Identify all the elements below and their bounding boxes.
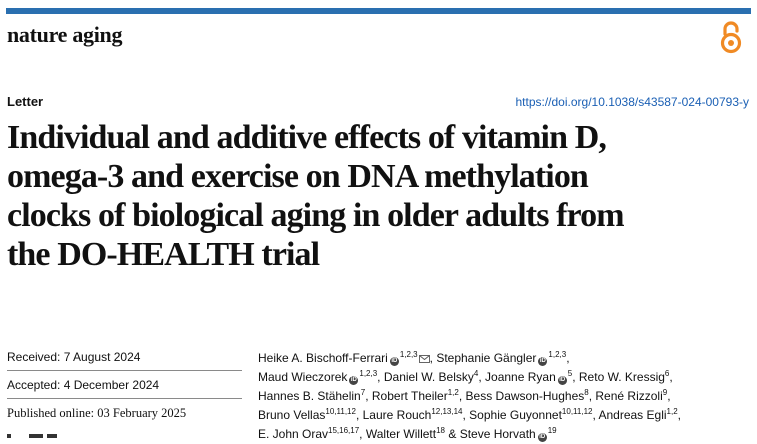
author: Andreas Egli1,2,: [598, 407, 681, 423]
author: Steve Horvath iD19: [459, 426, 557, 442]
affiliation-numbers[interactable]: 1,2,3: [399, 350, 418, 359]
author-separator: ,: [592, 408, 596, 422]
title-line: omega-3 and exercise on DNA methylation: [7, 158, 589, 195]
author: Sophie Guyonnet10,11,12,: [469, 407, 596, 423]
author: Laure Rouch12,13,14,: [362, 407, 466, 423]
author: Daniel W. Belsky4,: [383, 369, 482, 385]
article-type: Letter: [7, 94, 44, 109]
doi-link[interactable]: https://doi.org/10.1038/s43587-024-00793…: [515, 95, 749, 109]
affiliation-numbers[interactable]: 8: [584, 388, 589, 397]
author-name[interactable]: Bess Dawson-Hughes: [465, 389, 585, 403]
author-name[interactable]: E. John Orav: [258, 427, 329, 441]
email-icon[interactable]: [418, 355, 430, 363]
journal-name[interactable]: nature aging: [7, 22, 123, 47]
author-row: E. John Orav15,16,17, Walter Willett18 &…: [258, 425, 753, 444]
affiliation-numbers[interactable]: 7: [360, 388, 366, 397]
author: Heike A. Bischoff-Ferrari iD1,2,3,: [258, 350, 433, 366]
author: Robert Theiler1,2,: [371, 388, 463, 404]
author: E. John Orav15,16,17,: [258, 426, 363, 442]
author-row: Hannes B. Stähelin7, Robert Theiler1,2, …: [258, 387, 753, 406]
author-name[interactable]: Daniel W. Belsky: [383, 370, 474, 384]
author: Stephanie Gängler iD1,2,3,: [436, 350, 570, 366]
affiliation-numbers[interactable]: 5: [567, 369, 573, 378]
author-separator: ,: [355, 408, 360, 422]
affiliation-numbers[interactable]: 12,13,14: [431, 407, 463, 416]
affiliation-numbers[interactable]: 15,16,17: [328, 426, 360, 435]
title-line: clocks of biological aging in older adul…: [7, 197, 625, 234]
author: Walter Willett18 &: [365, 426, 457, 442]
title-line: the DO-HEALTH trial: [7, 236, 320, 273]
author-separator: ,: [462, 408, 466, 422]
affiliation-numbers[interactable]: 10,11,12: [325, 407, 356, 416]
author-separator: ,: [667, 389, 671, 403]
affiliation-numbers[interactable]: 18: [436, 426, 445, 435]
author-separator: ,: [566, 351, 570, 365]
article-title: Individual and additive effects of vitam…: [7, 118, 755, 274]
open-access-lock-icon: [720, 21, 742, 54]
author-separator: ,: [429, 351, 433, 365]
author-name[interactable]: Bruno Vellas: [258, 408, 326, 422]
received-date: Received: 7 August 2024: [7, 350, 242, 371]
author-list: Heike A. Bischoff-Ferrari iD1,2,3, Stepha…: [258, 349, 753, 444]
author: Hannes B. Stähelin7,: [258, 388, 369, 404]
affiliation-numbers[interactable]: 4: [473, 369, 479, 378]
journal-color-bar: [6, 8, 751, 14]
author-name[interactable]: Reto W. Kressig: [578, 370, 665, 384]
orcid-icon[interactable]: iD: [349, 376, 359, 385]
author: Joanne Ryan iD5,: [485, 369, 576, 385]
affiliation-numbers[interactable]: 1,2: [666, 407, 678, 416]
accepted-date: Accepted: 4 December 2024: [7, 378, 242, 399]
author-name[interactable]: Andreas Egli: [598, 408, 667, 422]
author-separator: ,: [377, 370, 381, 384]
author-row: Bruno Vellas10,11,12, Laure Rouch12,13,1…: [258, 406, 753, 425]
author-separator: ,: [458, 389, 463, 403]
orcid-icon[interactable]: iD: [557, 376, 567, 385]
title-line: Individual and additive effects of vitam…: [7, 119, 607, 156]
cropped-text-fragment: [7, 434, 57, 438]
author-separator: ,: [572, 370, 576, 384]
affiliation-numbers[interactable]: 19: [547, 426, 557, 435]
author-name[interactable]: Joanne Ryan: [485, 370, 556, 384]
author: René Rizzoli9,: [595, 388, 671, 404]
author-separator: &: [445, 427, 457, 441]
affiliation-numbers[interactable]: 6: [664, 369, 670, 378]
author-name[interactable]: Robert Theiler: [371, 389, 448, 403]
author-separator: ,: [669, 370, 673, 384]
orcid-icon[interactable]: iD: [389, 357, 399, 366]
affiliation-numbers[interactable]: 9: [662, 388, 668, 397]
author-name[interactable]: Maud Wieczorek: [258, 370, 348, 384]
author-name[interactable]: Heike A. Bischoff-Ferrari: [258, 351, 388, 365]
author: Reto W. Kressig6,: [578, 369, 673, 385]
author-name[interactable]: Steve Horvath: [459, 427, 536, 441]
author-name[interactable]: Hannes B. Stähelin: [258, 389, 361, 403]
author: Bess Dawson-Hughes8,: [465, 388, 593, 404]
author-row: Heike A. Bischoff-Ferrari iD1,2,3, Stepha…: [258, 349, 753, 368]
author-name[interactable]: Sophie Guyonnet: [469, 408, 562, 422]
author-separator: ,: [677, 408, 681, 422]
affiliation-numbers[interactable]: 1,2: [447, 388, 459, 397]
author-name[interactable]: Laure Rouch: [362, 408, 432, 422]
author-separator: ,: [359, 427, 363, 441]
author: Bruno Vellas10,11,12,: [258, 407, 360, 423]
published-date: Published online: 03 February 2025: [7, 406, 187, 420]
author-name[interactable]: Stephanie Gängler: [436, 351, 537, 365]
author-name[interactable]: René Rizzoli: [595, 389, 663, 403]
author-separator: ,: [365, 389, 369, 403]
author-name[interactable]: Walter Willett: [365, 427, 437, 441]
affiliation-numbers[interactable]: 10,11,12: [561, 407, 593, 416]
author-separator: ,: [478, 370, 482, 384]
affiliation-numbers[interactable]: 1,2,3: [359, 369, 378, 378]
author-separator: ,: [588, 389, 593, 403]
orcid-icon[interactable]: iD: [538, 357, 548, 366]
affiliation-numbers[interactable]: 1,2,3: [548, 350, 567, 359]
author-row: Maud Wieczorek iD1,2,3, Daniel W. Belsky4…: [258, 368, 753, 387]
author: Maud Wieczorek iD1,2,3,: [258, 369, 381, 385]
